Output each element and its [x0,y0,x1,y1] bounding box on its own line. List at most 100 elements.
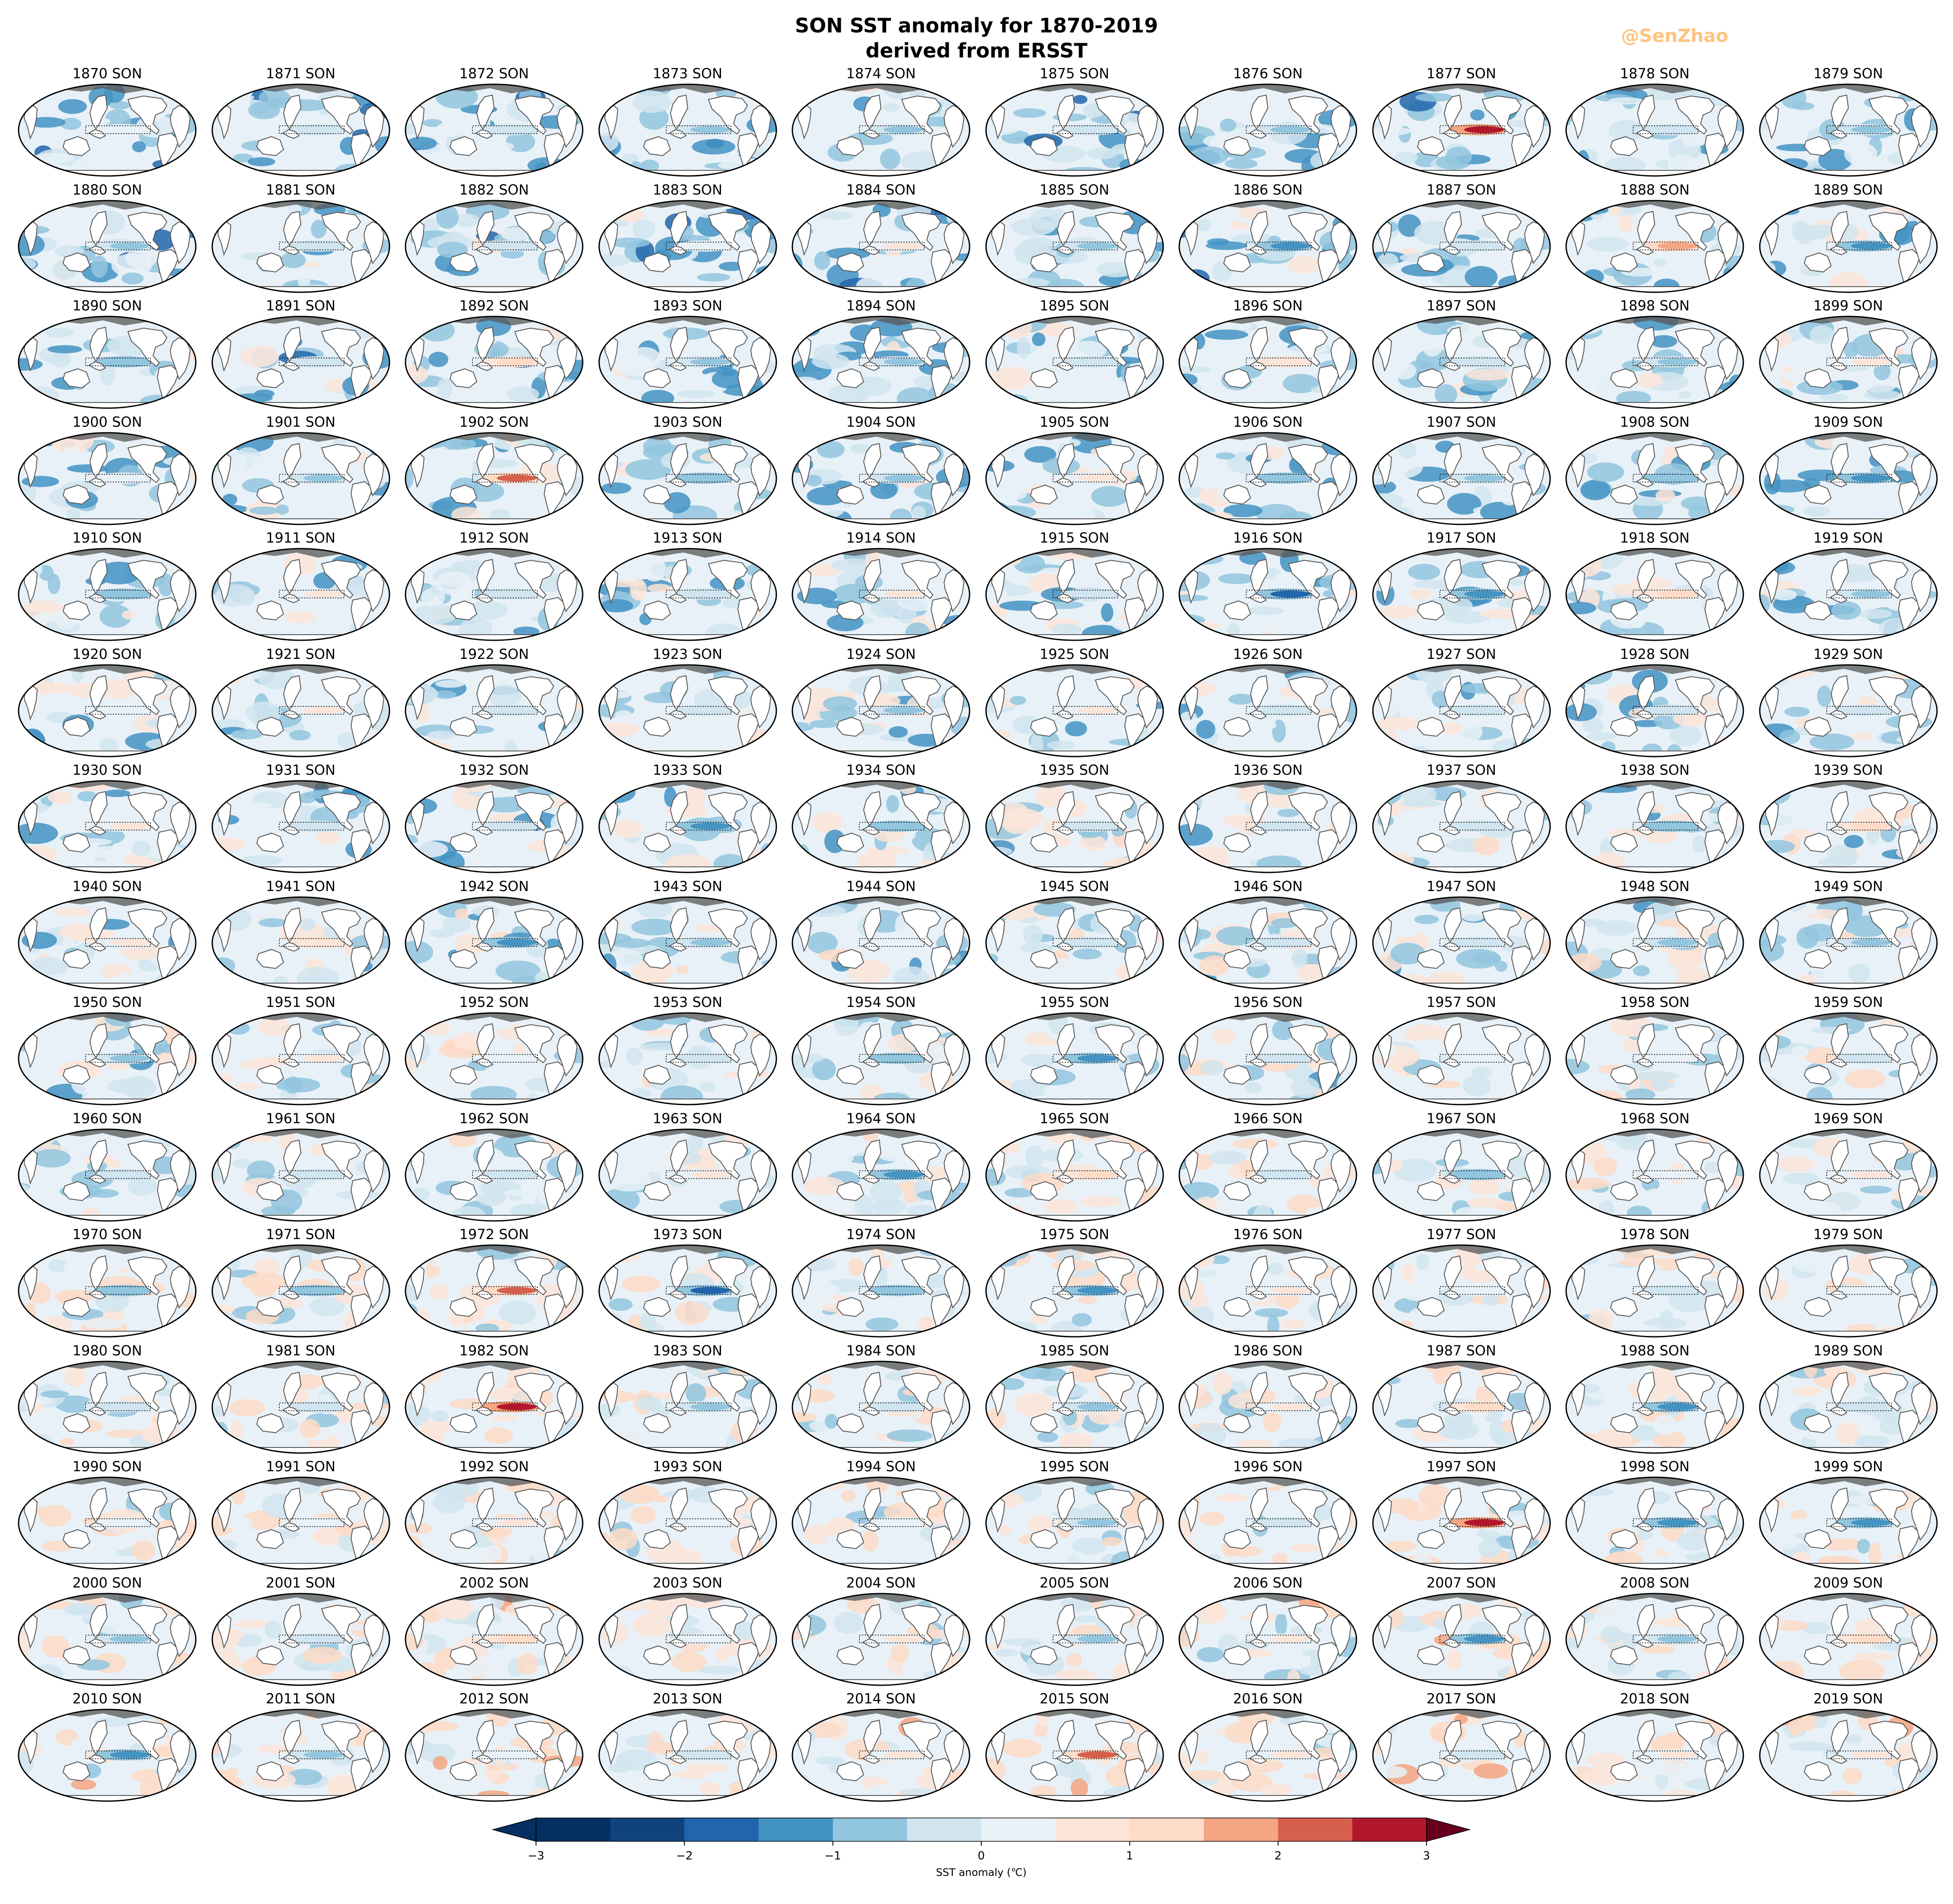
map-panel: 1976 SON [1177,1226,1359,1339]
continent [836,949,865,969]
anomaly-blob [1244,1082,1262,1094]
anomaly-blob [1566,317,1602,335]
map-body [212,200,389,292]
continent [543,249,567,286]
continent [604,452,618,488]
panel-title: 1906 SON [1233,413,1303,430]
panel-title: 1950 SON [72,994,142,1010]
anomaly-blob [59,1438,75,1445]
continent [89,326,108,362]
anomaly-blob [1072,948,1102,959]
continent [930,1293,954,1331]
anomaly-blob [1566,792,1584,801]
nino-region-box [1246,1170,1312,1179]
anomaly-blob [405,1091,430,1105]
sst-anomaly-map [405,432,584,525]
anomaly-blob [1650,335,1677,348]
anomaly-blob [233,604,247,617]
anomaly-blob [1762,781,1784,794]
anomaly-blob [888,726,908,738]
anomaly-blob [22,1302,36,1322]
map-border [1565,780,1744,873]
anomaly-blob [1190,146,1229,165]
anomaly-blob [1895,744,1937,752]
continent [836,252,865,272]
map-panel: 1886 SON [1177,181,1359,294]
map-panel: 1948 SON [1564,878,1746,991]
map-panel: 1940 SON [16,878,198,991]
enso-anomaly-core [110,1287,150,1294]
map-border [1372,548,1551,641]
enso-anomaly-core [497,474,536,482]
continent [1442,1057,1461,1068]
continent [449,252,478,272]
sst-anomaly-map [1759,1244,1937,1338]
nino-region-box [1826,358,1892,366]
map-panel: 1881 SON [210,181,392,294]
map-border [791,780,970,873]
continent [1898,1061,1921,1099]
antarctica [792,170,970,176]
map-border [1372,1012,1551,1105]
anomaly-blob [121,272,144,284]
anomaly-blob [1779,158,1808,170]
anomaly-blob [600,1071,636,1081]
continent [1124,1061,1147,1099]
anomaly-blob [810,719,839,728]
sst-anomaly-map [791,316,970,409]
enso-anomaly-core [1851,823,1891,830]
map-panel: 1951 SON [210,994,392,1107]
sst-anomaly-map [211,896,390,989]
continent [1250,94,1269,130]
continent [1030,600,1058,621]
sst-anomaly-map [598,432,777,525]
continent [862,245,880,255]
map-border [1565,548,1744,641]
sst-anomaly-map [985,1012,1164,1105]
nino-region-box [665,1402,731,1411]
panel-title: 1937 SON [1426,762,1497,778]
map-border [18,1244,197,1338]
antarctica [792,402,970,408]
panel-title: 1959 SON [1813,994,1883,1010]
sst-anomaly-map [791,1128,970,1221]
continent [1250,559,1269,594]
continent [281,361,300,371]
continent [350,713,373,750]
nino-region-box [472,1402,538,1411]
anomaly-blob [1390,942,1425,965]
sst-anomaly-map [791,83,970,177]
anomaly-blob [696,273,731,281]
continent [1317,597,1340,634]
continent [668,1174,687,1184]
sst-anomaly-map [1178,1244,1357,1338]
anomaly-blob [153,972,193,989]
anomaly-blob [103,789,131,797]
continent [23,800,38,837]
anomaly-blob [682,786,705,810]
continent [1637,1023,1656,1058]
anomaly-blob [886,795,899,813]
anomaly-blob [1566,1092,1584,1105]
map-body [1759,316,1937,408]
antarctica [405,750,583,757]
continent [1030,716,1058,737]
anomaly-blob [1291,1077,1320,1098]
continent [1378,336,1392,372]
continent [670,791,688,826]
continent [1250,1023,1269,1058]
continent [1830,791,1849,826]
continent [862,1057,880,1068]
antarctica [19,634,196,640]
continent [1288,444,1328,483]
map-body [1179,1013,1356,1105]
anomaly-blob [19,897,37,917]
map-panel: 1910 SON [16,529,198,642]
anomaly-blob [1633,965,1650,976]
continent [901,1140,941,1179]
antarctica [405,286,583,292]
enso-anomaly-core [1657,358,1697,365]
continent [1378,800,1392,837]
anomaly-blob [1455,949,1501,968]
anomaly-blob [170,786,196,797]
